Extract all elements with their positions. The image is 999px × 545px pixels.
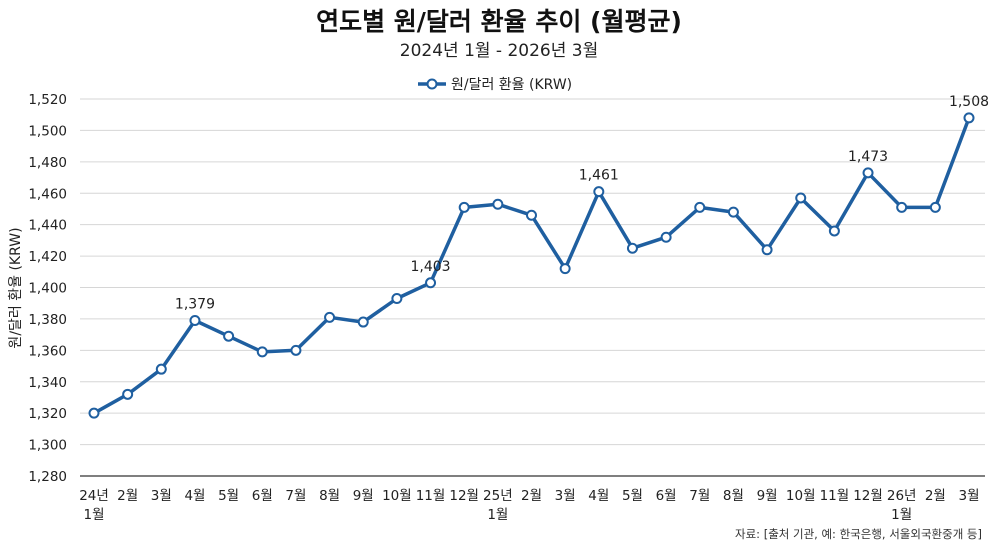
x-tick-label: 11월: [820, 488, 850, 504]
x-tick-label: 4월: [184, 488, 205, 504]
data-label: 1,403: [410, 259, 450, 275]
y-tick-label: 1,420: [28, 249, 67, 265]
data-labels: 1,379 1,403 1,461 1,473 1,508: [175, 94, 989, 313]
y-tick-label: 1,460: [28, 186, 67, 202]
data-label: 1,379: [175, 296, 215, 312]
data-point: [526, 209, 537, 221]
x-tick-label: 2월: [117, 488, 138, 504]
x-tick-label: 5월: [622, 488, 643, 504]
data-point: [256, 346, 268, 358]
y-tick-label: 1,360: [28, 343, 67, 359]
data-point: [492, 198, 504, 210]
chart-title: 연도별 원/달러 환율 추이 (월평균): [316, 7, 682, 36]
x-tick-label: 11월: [416, 488, 446, 504]
data-label: 1,461: [579, 168, 619, 184]
y-tick-label: 1,380: [28, 312, 67, 328]
series-markers: [88, 112, 975, 419]
x-tick-label: 3월: [958, 488, 979, 504]
data-point: [88, 407, 100, 419]
y-tick-label: 1,520: [28, 92, 67, 108]
data-point: [324, 311, 336, 323]
y-tick-label: 1,340: [28, 375, 67, 391]
data-point: [593, 186, 605, 198]
data-point: [727, 206, 739, 218]
data-point: [290, 344, 302, 356]
source-note: 자료: [출처 기관, 예: 한국은행, 서울외국환중개 등]: [735, 527, 982, 541]
x-tick-label: 7월: [689, 488, 710, 504]
x-tick-label: 10월: [382, 488, 412, 504]
data-point: [896, 201, 908, 213]
y-tick-label: 1,280: [28, 469, 67, 485]
x-tick-label: 9월: [353, 488, 374, 504]
x-tick-label: 10월: [786, 488, 816, 504]
y-tick-label: 1,320: [28, 406, 67, 422]
data-point: [828, 225, 840, 237]
x-tick-label: 8월: [723, 488, 744, 504]
y-tick-label: 1,300: [28, 438, 67, 454]
chart-subtitle: 2024년 1월 - 2026년 3월: [400, 41, 598, 61]
legend-label: 원/달러 환율 (KRW): [451, 77, 572, 93]
data-point: [458, 201, 470, 213]
data-point: [189, 314, 201, 326]
x-tick-label: 8월: [319, 488, 340, 504]
x-tick-label: 4월: [588, 488, 609, 504]
x-tick-label: 9월: [757, 488, 778, 504]
data-point: [122, 388, 134, 400]
data-point: [795, 192, 807, 204]
legend-marker-swatch: [426, 78, 438, 90]
y-tick-labels: 1,280 1,300 1,320 1,340 1,360 1,380 1,400 1,420…: [28, 92, 67, 485]
x-tick-label: 25년 1월: [483, 488, 513, 523]
x-tick-label: 12월: [853, 488, 883, 504]
x-tick-label: 3월: [151, 488, 172, 504]
y-tick-label: 1,440: [28, 218, 67, 234]
legend: 원/달러 환율 (KRW): [418, 77, 572, 93]
y-tick-label: 1,500: [28, 123, 67, 139]
data-point: [963, 112, 975, 124]
data-point: [357, 316, 369, 328]
data-point: [559, 263, 571, 275]
x-tick-label: 7월: [285, 488, 306, 504]
x-tick-label: 24년 1월: [79, 488, 109, 523]
x-tick-label: 6월: [252, 488, 273, 504]
data-point: [694, 201, 706, 213]
x-tick-label: 2월: [925, 488, 946, 504]
x-tick-label: 5월: [218, 488, 239, 504]
data-point: [761, 244, 773, 256]
data-label: 1,508: [949, 94, 989, 110]
x-tick-label: 6월: [656, 488, 677, 504]
x-tick-label: 2월: [521, 488, 542, 504]
data-point: [862, 167, 874, 179]
data-point: [626, 242, 638, 254]
x-tick-label: 26년 1월: [887, 488, 917, 523]
x-tick-label: 3월: [555, 488, 576, 504]
data-point: [223, 330, 235, 342]
y-tick-label: 1,400: [28, 281, 67, 297]
data-point: [425, 277, 437, 289]
data-point: [155, 363, 167, 375]
x-tick-label: 12월: [449, 488, 479, 504]
data-point: [929, 201, 941, 213]
data-point: [660, 231, 672, 243]
data-label: 1,473: [848, 149, 888, 165]
gridlines: [80, 98, 985, 477]
data-point: [391, 292, 403, 304]
y-axis-label: 원/달러 환율 (KRW): [8, 227, 24, 348]
y-tick-label: 1,480: [28, 155, 67, 171]
